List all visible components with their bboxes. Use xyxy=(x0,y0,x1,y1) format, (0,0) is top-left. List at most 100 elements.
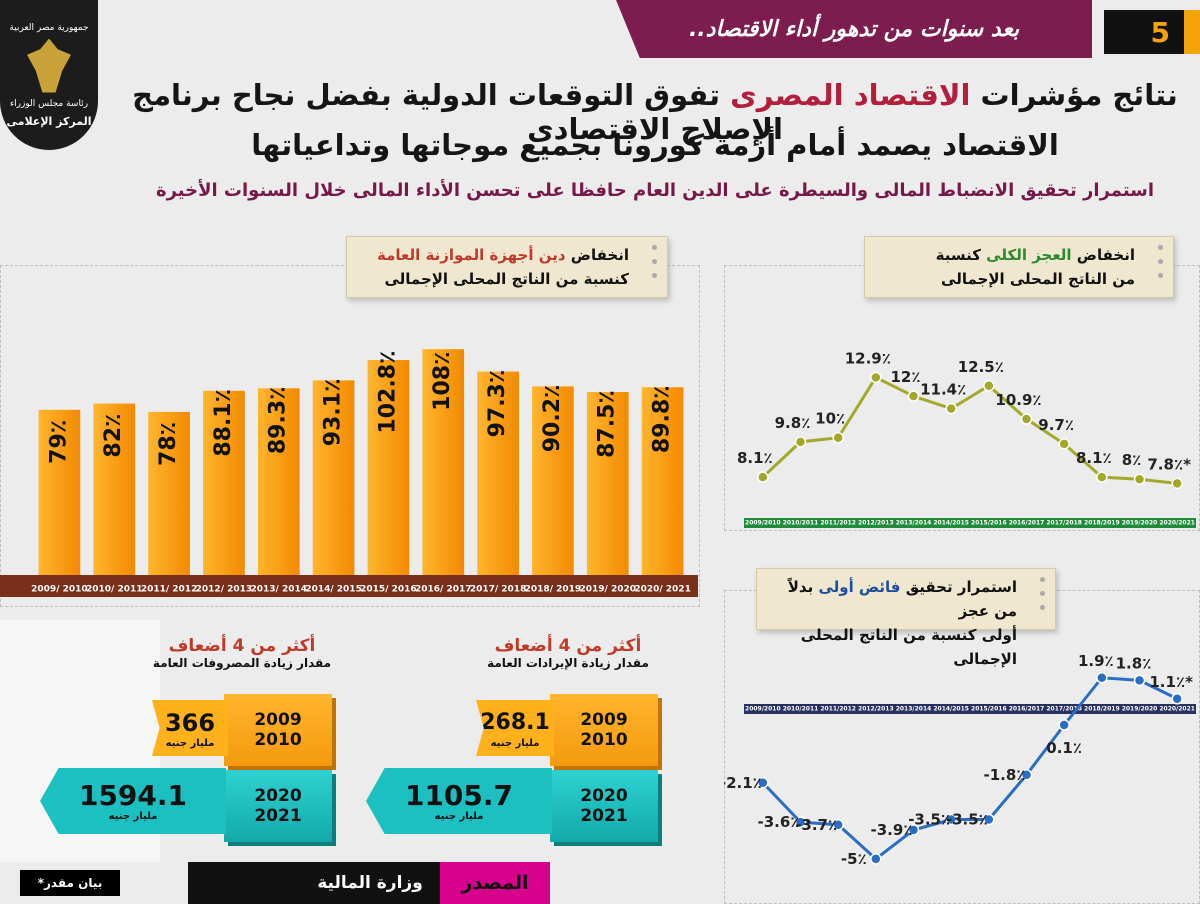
logo-text-line1: جمهورية مصر العربية xyxy=(9,22,89,33)
deficit-note-line1: انخفاض العجز الكلى كنسبة xyxy=(879,243,1135,267)
data-point xyxy=(832,431,844,444)
revenue-old-year2: 2010 xyxy=(580,730,628,750)
headline-line2: الاقتصاد يصمد أمام أزمة كورونا بجميع موج… xyxy=(251,128,1059,162)
debt-bar-label: 88.1٪ xyxy=(211,389,236,457)
x-tick-label: 2011/2012 xyxy=(820,520,856,527)
x-tick-label: 2016/2017 xyxy=(1009,706,1045,713)
debt-tick-label: 2010/ 2011 xyxy=(86,585,143,595)
expenditure-new-unit: مليار جنيه xyxy=(108,810,158,822)
logo-text-line2: رئاسة مجلس الوزراء xyxy=(9,98,89,109)
data-label: 10٪ xyxy=(815,410,845,428)
expenditure-new-value: 1594.1 xyxy=(78,778,188,812)
debt-bar-label: 79٪ xyxy=(46,420,71,464)
footer-estimate-note: بيان مقدر* xyxy=(20,870,120,896)
debt-bar xyxy=(641,387,684,575)
data-point xyxy=(907,390,920,402)
x-tick-label: 2018/2019 xyxy=(1084,520,1120,527)
x-tick-label: 2012/2013 xyxy=(858,520,894,527)
x-tick-label: 2015/2016 xyxy=(971,520,1007,527)
data-label: -3.6٪ xyxy=(758,813,800,831)
revenue-new-year-box: 2020 2021 xyxy=(550,770,658,842)
data-label: 1.1٪* xyxy=(1149,673,1193,691)
primary-note-highlight: فائض أولى xyxy=(818,578,901,596)
data-point xyxy=(1133,674,1146,687)
debt-bar-label: 89.8٪ xyxy=(650,385,675,453)
data-point xyxy=(945,402,957,415)
debt-note-line2: كنسبة من الناتج المحلى الإجمالى xyxy=(384,270,629,288)
axis-band xyxy=(744,704,1196,714)
x-tick-label: 2017/2018 xyxy=(1046,706,1082,713)
x-tick-label: 2016/2017 xyxy=(1009,520,1045,527)
revenue-ratio: أكثر من 4 أضعاف xyxy=(494,636,642,656)
data-label: 8٪ xyxy=(1122,451,1142,469)
data-point xyxy=(1020,413,1033,425)
expenditure-old-value-tag: 366 مليار جنيه xyxy=(152,700,228,756)
data-point xyxy=(832,819,844,831)
debt-bar-label: 97.3٪ xyxy=(485,370,510,438)
debt-bar xyxy=(422,349,465,575)
debt-chart-axis xyxy=(0,575,698,597)
debt-bar xyxy=(148,411,190,575)
debt-bar-label: 78٪ xyxy=(156,422,181,466)
data-point xyxy=(794,816,807,828)
data-label: 9.8٪ xyxy=(775,414,811,432)
x-tick-label: 2010/2011 xyxy=(783,520,819,527)
debt-bar xyxy=(586,392,629,575)
data-point xyxy=(1058,719,1070,731)
data-label: 9.7٪ xyxy=(1038,416,1074,434)
data-label: -3.7٪ xyxy=(795,816,837,834)
data-label: 1.9٪ xyxy=(1078,652,1114,670)
deficit-note-card: انخفاض العجز الكلى كنسبة من الناتج المحل… xyxy=(864,236,1174,298)
page-number: 5 xyxy=(1104,10,1200,54)
x-tick-label: 2014/2015 xyxy=(933,520,969,527)
x-tick-label: 2013/2014 xyxy=(896,706,932,713)
debt-bar xyxy=(367,360,410,575)
debt-tick-label: 2020/ 2021 xyxy=(634,585,691,595)
debt-note-line1: انخفاض دين أجهزة الموازنة العامة xyxy=(361,243,629,267)
top-banner: بعد سنوات من تدهور أداء الاقتصاد.. xyxy=(616,0,1092,58)
expenditure-new-year-box: 2020 2021 xyxy=(224,770,332,842)
data-label: 8.1٪ xyxy=(737,449,773,467)
x-tick-label: 2015/2016 xyxy=(971,706,1007,713)
expenditure-ratio: أكثر من 4 أضعاف xyxy=(168,636,316,656)
revenue-new-value-tag: 1105.7 مليار جنيه xyxy=(366,768,552,834)
revenue-new-year2: 2021 xyxy=(580,806,628,826)
debt-bar-label: 108٪ xyxy=(430,352,455,411)
data-label: -3.5٪ xyxy=(946,811,988,829)
revenue-new-value: 1105.7 xyxy=(404,778,514,812)
logo-text-line3: المركز الإعلامى xyxy=(6,114,92,128)
deficit-note-suffix: كنسبة xyxy=(935,246,987,264)
data-point xyxy=(1171,693,1183,705)
data-point xyxy=(983,380,995,392)
debt-tick-label: 2013/ 2014 xyxy=(250,585,307,595)
headline-highlight: الاقتصاد المصرى xyxy=(730,78,971,112)
expenditure-label: مقدار زيادة المصروفات العامة xyxy=(152,656,332,670)
x-tick-label: 2009/2010 xyxy=(745,706,781,713)
debt-tick-label: 2015/ 2016 xyxy=(360,585,417,595)
data-label: -3.9٪ xyxy=(871,821,913,839)
expenditure-old-value: 366 xyxy=(164,708,216,737)
debt-tick-label: 2011/ 2012 xyxy=(141,585,198,595)
data-point xyxy=(757,471,769,483)
debt-tick-label: 2016/ 2017 xyxy=(415,585,472,595)
deficit-note-line2: من الناتج المحلى الإجمالى xyxy=(941,270,1135,288)
x-tick-label: 2020/2021 xyxy=(1159,706,1195,713)
data-point xyxy=(1133,473,1146,485)
primary-note-prefix: استمرار تحقيق xyxy=(900,578,1017,596)
data-label: -2.1٪ xyxy=(724,774,762,792)
debt-bar-chart: 79٪ 2009/ 2010 82٪ 2010/ 2011 78٪ 2011/ 2012 8… xyxy=(31,349,691,595)
headline-part1: نتائج مؤشرات xyxy=(970,78,1178,112)
revenue-old-year1: 2009 xyxy=(580,710,628,730)
debt-note-prefix: انخفاض xyxy=(565,246,629,264)
series-line xyxy=(761,676,1178,861)
revenue-old-year-box: 2009 2010 xyxy=(550,694,658,766)
x-tick-label: 2019/2020 xyxy=(1122,520,1158,527)
debt-tick-label: 2012/ 2013 xyxy=(196,585,253,595)
primary-note-line2: أولى كنسبة من الناتج المحلى الإجمالى xyxy=(800,626,1017,668)
data-label: 11.4٪ xyxy=(920,381,966,399)
x-tick-label: 2018/2019 xyxy=(1084,706,1120,713)
axis-band xyxy=(744,518,1196,528)
debt-bar xyxy=(257,388,300,575)
revenue-old-value: 268.1 xyxy=(480,709,550,735)
deficit-note-prefix: انخفاض xyxy=(1071,246,1135,264)
